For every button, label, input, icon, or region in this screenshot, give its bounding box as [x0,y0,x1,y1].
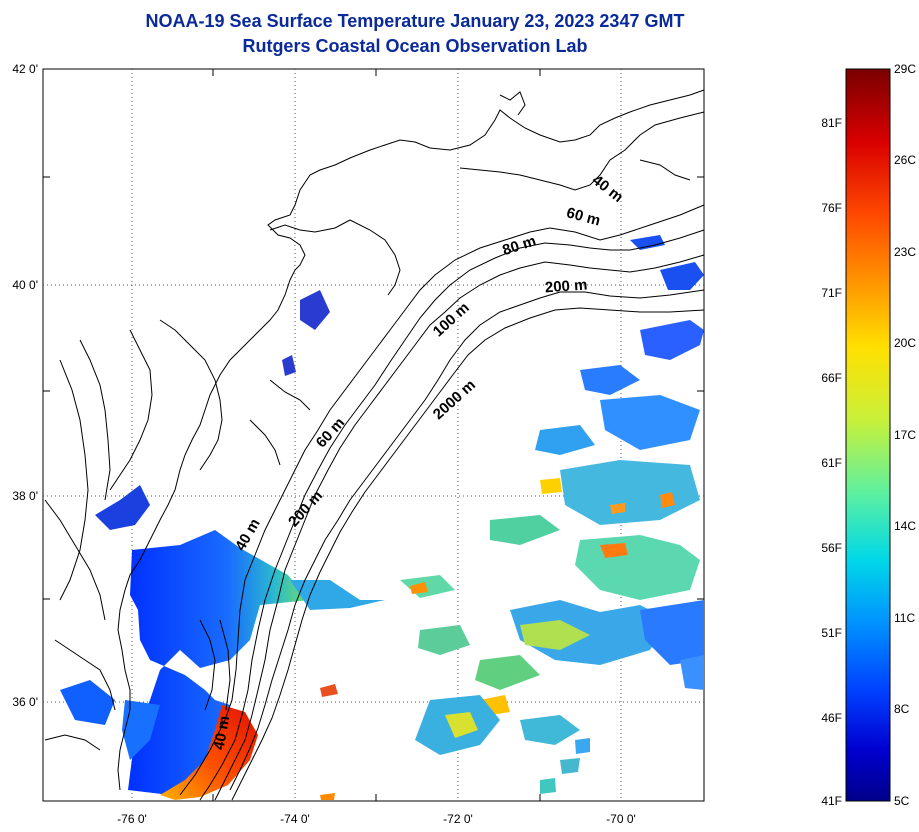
map-subtitle: Rutgers Coastal Ocean Observation Lab [242,36,588,56]
depth-label: 200 m [544,276,588,296]
lon-tick-label: -70 0' [606,812,636,826]
lon-tick-label: -72 0' [443,812,473,826]
fahrenheit-label: 41F [821,794,842,808]
fahrenheit-label: 76F [821,201,842,215]
lat-axis: 42 0' 40 0' 38 0' 36 0' [12,62,38,709]
colorbar-fahrenheit-labels: 81F 76F 71F 66F 61F 56F 51F 46F 41F [821,116,842,808]
lon-tick-label: -76 0' [117,812,147,826]
fahrenheit-label: 56F [821,541,842,555]
celsius-label: 17C [894,428,916,442]
celsius-label: 8C [894,702,910,716]
fahrenheit-label: 61F [821,456,842,470]
lat-tick-label: 42 0' [12,62,38,76]
lon-axis: -76 0' -74 0' -72 0' -70 0' [117,812,636,826]
fahrenheit-label: 51F [821,626,842,640]
celsius-label: 29C [894,62,916,76]
lat-tick-label: 36 0' [12,695,38,709]
fahrenheit-label: 71F [821,286,842,300]
map-frame [42,68,705,802]
celsius-label: 5C [894,794,910,808]
celsius-label: 20C [894,336,916,350]
lat-tick-label: 40 0' [12,278,38,292]
lat-tick-label: 38 0' [12,489,38,503]
frame-ticks [43,69,704,801]
fahrenheit-label: 81F [821,116,842,130]
fahrenheit-label: 46F [821,711,842,725]
celsius-label: 23C [894,245,916,259]
map-title: NOAA-19 Sea Surface Temperature January … [145,11,685,31]
lon-tick-label: -74 0' [280,812,310,826]
celsius-label: 26C [894,153,916,167]
depth-label: 40 m [211,715,234,752]
colorbar-gradient [845,68,891,802]
celsius-label: 11C [894,611,915,625]
celsius-label: 14C [894,519,916,533]
sst-offshore-speckles [320,235,704,800]
temperature-colorbar: 29C 26C 23C 20C 17C 14C 11C 8C 5C 81F 76… [821,62,916,808]
coastline [44,89,705,791]
fahrenheit-label: 66F [821,371,842,385]
colorbar-celsius-labels: 29C 26C 23C 20C 17C 14C 11C 8C 5C [894,62,916,808]
bathymetry-contours [179,204,705,801]
